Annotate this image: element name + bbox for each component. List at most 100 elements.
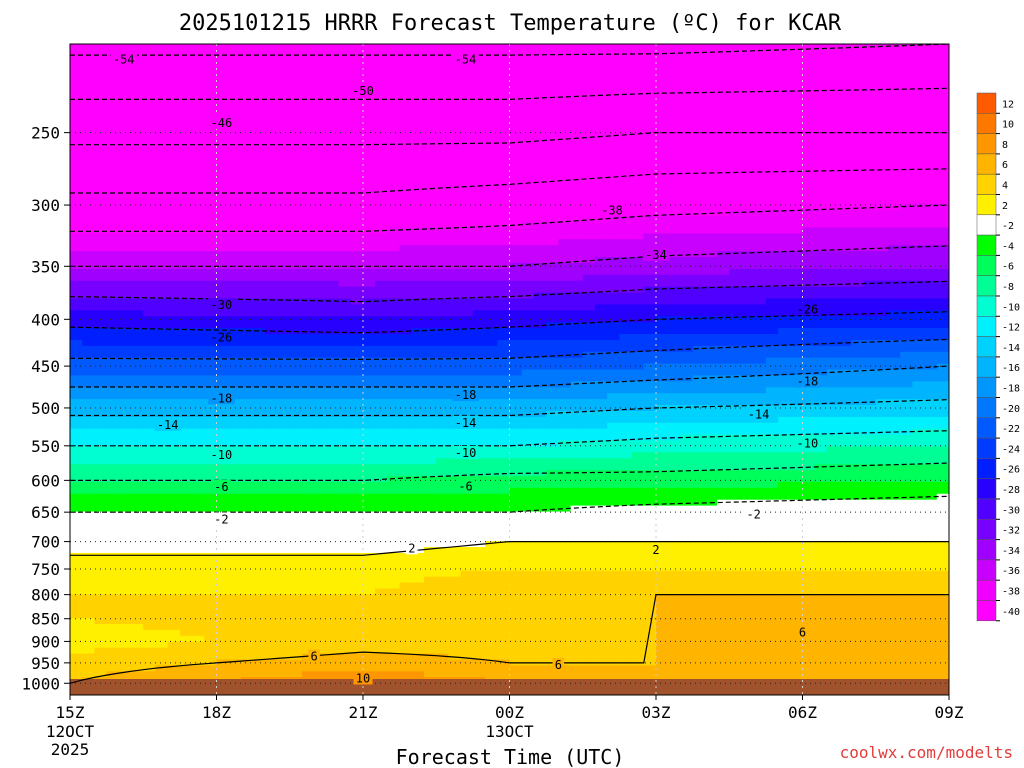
field-cell xyxy=(436,239,450,246)
field-cell xyxy=(472,79,486,87)
field-cell xyxy=(253,186,266,193)
field-cell xyxy=(314,470,327,477)
field-cell xyxy=(350,197,364,205)
field-cell xyxy=(460,594,474,601)
field-cell xyxy=(240,582,254,590)
field-cell xyxy=(509,552,523,560)
field-cell xyxy=(82,186,96,193)
field-cell xyxy=(155,168,169,175)
field-cell xyxy=(204,257,218,264)
field-cell xyxy=(387,333,401,341)
field-cell xyxy=(179,558,193,566)
field-cell xyxy=(558,629,572,637)
field-cell xyxy=(485,375,498,382)
field-cell xyxy=(131,132,144,140)
field-cell xyxy=(485,316,498,323)
field-cell xyxy=(399,523,413,530)
field-cell xyxy=(338,570,352,578)
field-cell xyxy=(82,304,96,311)
field-cell xyxy=(485,387,498,394)
field-cell xyxy=(448,369,462,377)
field-cell xyxy=(192,257,205,264)
field-cell xyxy=(509,55,523,63)
field-cell xyxy=(167,109,181,116)
field-cell xyxy=(131,416,144,424)
field-cell xyxy=(558,251,572,258)
field-cell xyxy=(94,144,108,152)
field-cell xyxy=(253,162,266,169)
field-cell xyxy=(338,120,352,128)
field-cell xyxy=(301,375,315,382)
field-cell xyxy=(118,629,132,637)
field-cell xyxy=(82,144,96,152)
field-cell xyxy=(399,499,413,507)
field-cell xyxy=(363,316,376,323)
field-cell xyxy=(326,339,340,347)
field-cell xyxy=(265,203,279,211)
field-cell xyxy=(375,227,389,234)
field-cell xyxy=(301,292,315,300)
field-cell xyxy=(546,191,559,199)
field-cell xyxy=(424,197,437,205)
field-cell xyxy=(289,369,303,377)
field-cell xyxy=(594,476,608,483)
field-cell xyxy=(607,138,620,146)
field-cell xyxy=(375,55,389,63)
field-cell xyxy=(448,67,462,75)
field-cell xyxy=(82,369,96,377)
field-cell xyxy=(436,174,450,181)
field-cell xyxy=(301,564,315,572)
field-cell xyxy=(143,552,157,560)
field-cell xyxy=(265,558,279,566)
field-cell xyxy=(509,606,523,613)
field-cell xyxy=(399,635,413,643)
field-cell xyxy=(375,262,389,270)
field-cell xyxy=(619,132,633,140)
field-cell xyxy=(179,653,193,661)
field-cell xyxy=(131,623,144,631)
field-cell xyxy=(558,641,572,649)
field-cell xyxy=(533,476,547,483)
field-cell xyxy=(546,156,559,163)
field-cell xyxy=(94,61,108,69)
field-cell xyxy=(94,310,108,317)
field-cell xyxy=(228,286,242,294)
field-cell xyxy=(253,174,266,181)
field-cell xyxy=(82,233,96,240)
field-cell xyxy=(192,635,205,643)
field-cell xyxy=(94,446,108,453)
field-cell xyxy=(82,410,96,418)
field-cell xyxy=(143,257,157,264)
field-cell xyxy=(70,333,83,341)
field-cell xyxy=(350,280,364,288)
field-cell xyxy=(436,387,450,394)
field-cell xyxy=(82,174,96,181)
field-cell xyxy=(143,541,157,548)
field-cell xyxy=(350,245,364,252)
field-cell xyxy=(399,132,413,140)
field-cell xyxy=(314,452,327,459)
field-cell xyxy=(240,434,254,442)
field-cell xyxy=(314,618,327,625)
field-cell xyxy=(240,292,254,300)
field-cell xyxy=(485,600,498,607)
field-cell xyxy=(167,547,181,554)
field-cell xyxy=(106,552,120,560)
field-cell xyxy=(363,511,376,519)
field-cell xyxy=(485,547,498,554)
field-cell xyxy=(546,85,559,92)
field-cell xyxy=(387,209,401,217)
field-cell xyxy=(216,552,230,560)
field-cell xyxy=(436,191,450,199)
field-cell xyxy=(167,233,181,240)
field-cell xyxy=(521,55,535,63)
field-cell xyxy=(533,304,547,311)
field-cell xyxy=(143,410,157,418)
field-cell xyxy=(350,416,364,424)
field-cell xyxy=(472,91,486,98)
field-cell xyxy=(363,606,376,613)
field-cell xyxy=(167,156,181,163)
field-cell xyxy=(375,529,389,536)
field-cell xyxy=(375,375,389,382)
field-cell xyxy=(216,405,230,412)
